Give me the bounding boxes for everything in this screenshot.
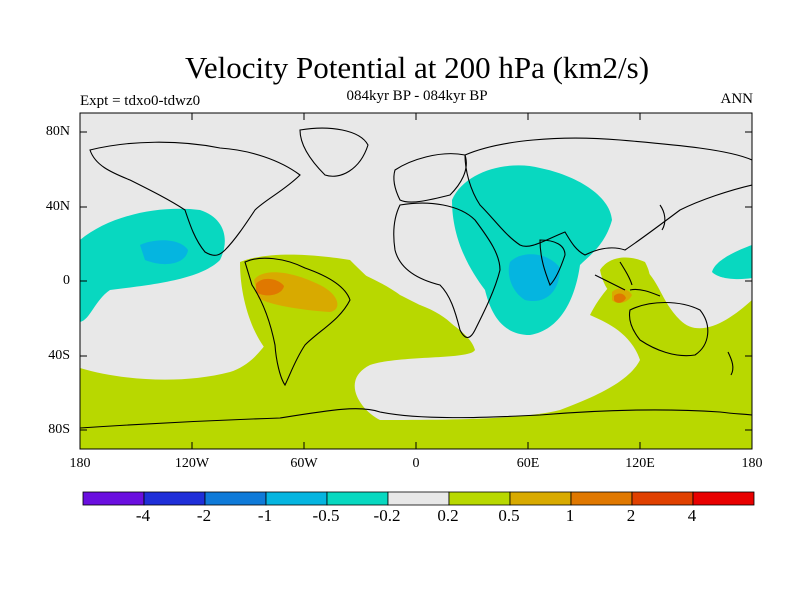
coast-africa bbox=[393, 202, 501, 339]
lon-label-60w: 60W bbox=[290, 456, 318, 471]
colorbar-label: -0.5 bbox=[312, 506, 340, 525]
lat-label-0: 0 bbox=[63, 273, 70, 288]
contour-indonesia-peak bbox=[614, 293, 626, 303]
colorbar bbox=[82, 491, 755, 506]
colorbar-label: 4 bbox=[687, 506, 697, 525]
colorbar-label: -2 bbox=[196, 506, 212, 525]
lon-label-120e: 120E bbox=[625, 456, 655, 471]
coast-north-america bbox=[89, 141, 301, 256]
colorbar-label: 1 bbox=[565, 506, 575, 525]
colorbar-box bbox=[509, 491, 572, 506]
map-subtitle: 084kyr BP - 084kyr BP bbox=[346, 88, 488, 104]
colorbar-box bbox=[326, 491, 389, 506]
colorbar-label: -1 bbox=[257, 506, 273, 525]
colorbar-box bbox=[692, 491, 755, 506]
coast-greenland bbox=[299, 127, 369, 177]
contour-negative-wpacific bbox=[712, 245, 752, 280]
coast-new-zealand bbox=[727, 351, 734, 376]
contour-negative-pacific bbox=[80, 208, 225, 322]
lon-label-180e: 180 bbox=[741, 456, 763, 471]
colorbar-box bbox=[631, 491, 694, 506]
contour-pacific-core bbox=[140, 240, 188, 265]
coast-indonesia bbox=[594, 261, 661, 297]
lat-label-40s: 40S bbox=[48, 348, 70, 363]
colorbar-label: 0.2 bbox=[437, 506, 459, 525]
colorbar-label: 0.5 bbox=[498, 506, 520, 525]
colorbar-box bbox=[82, 491, 145, 506]
colorbar-box bbox=[265, 491, 328, 506]
colorbar-label: 2 bbox=[626, 506, 636, 525]
lat-label-40n: 40N bbox=[45, 199, 70, 214]
coast-india bbox=[539, 239, 566, 286]
coast-antarctica bbox=[80, 408, 752, 429]
colorbar-box bbox=[204, 491, 267, 506]
colorbar-label: -4 bbox=[135, 506, 151, 525]
coast-south-america bbox=[244, 257, 351, 387]
colorbar-box bbox=[448, 491, 511, 506]
coast-japan bbox=[659, 204, 666, 231]
colorbar-box bbox=[570, 491, 633, 506]
lon-label-180w: 180 bbox=[69, 456, 91, 471]
lon-ticks bbox=[191, 113, 641, 449]
contour-positive-south bbox=[80, 263, 752, 449]
map-title: Velocity Potential at 200 hPa (km2/s) bbox=[184, 50, 650, 85]
contour-amazon-peak bbox=[256, 278, 284, 296]
coast-asia bbox=[464, 137, 752, 256]
colorbar-box bbox=[387, 491, 450, 506]
lat-ticks bbox=[80, 131, 752, 431]
contour-indian-core bbox=[508, 254, 560, 302]
colorbar-box bbox=[143, 491, 206, 506]
experiment-label: Expt = tdxo0-tdwz0 bbox=[80, 93, 201, 109]
lat-label-80s: 80S bbox=[48, 422, 70, 437]
contour-fields bbox=[80, 165, 752, 449]
lat-label-80n: 80N bbox=[45, 124, 70, 139]
coast-australia bbox=[628, 302, 709, 357]
lon-label-120w: 120W bbox=[174, 456, 210, 471]
colorbar-label: -0.2 bbox=[373, 506, 401, 525]
lon-label-60e: 60E bbox=[516, 456, 540, 471]
coastlines bbox=[80, 127, 752, 429]
season-label: ANN bbox=[720, 91, 754, 107]
coast-europe bbox=[393, 153, 467, 203]
lon-label-0: 0 bbox=[412, 456, 420, 471]
